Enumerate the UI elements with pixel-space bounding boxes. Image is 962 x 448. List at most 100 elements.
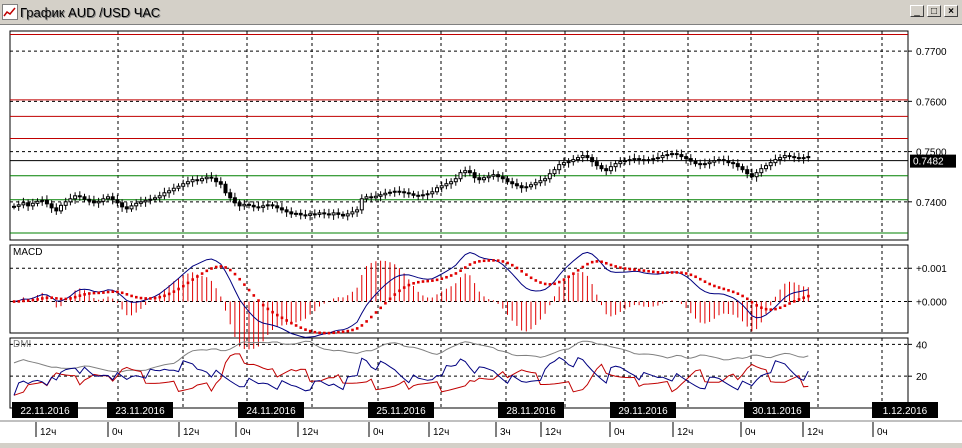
candle-body xyxy=(576,157,580,161)
macd-signal-dot xyxy=(393,293,397,296)
macd-signal-dot xyxy=(708,282,711,286)
candle-body xyxy=(176,185,181,189)
window-title-shadow: График AUD /USD ЧАС xyxy=(21,6,162,21)
chart-area[interactable]: 0.7700 0.7600 0.7500 0.7400 0.7482 MACD +0.001… xyxy=(0,24,962,443)
hour-axis-label: 0ч xyxy=(877,427,888,438)
candle-body xyxy=(12,205,16,208)
candle-body xyxy=(341,213,345,217)
macd-signal-dot xyxy=(525,273,528,276)
macd-signal-dot xyxy=(595,260,599,263)
candle-body xyxy=(26,202,31,207)
macd-signal-dot xyxy=(266,307,270,311)
macd-signal-dot xyxy=(153,296,157,300)
macd-signal-dot xyxy=(633,268,636,271)
candle-body xyxy=(613,163,618,168)
candle-body xyxy=(16,204,21,207)
candle-body xyxy=(265,204,270,207)
date-tag xyxy=(107,402,173,418)
macd-signal-dot xyxy=(727,289,730,292)
candle-body xyxy=(402,191,407,194)
candle-body xyxy=(435,187,439,193)
macd-signal-dot xyxy=(797,298,801,301)
candle-body xyxy=(778,157,783,161)
candle-body xyxy=(242,203,247,207)
candle-body xyxy=(566,161,571,164)
date-tag-label: 1.12.2016 xyxy=(883,406,928,417)
macd-signal-dot xyxy=(313,330,317,334)
candle-body xyxy=(204,176,209,180)
macd-signal-dot xyxy=(149,297,152,300)
candle-body xyxy=(200,178,204,182)
candle-body xyxy=(364,196,369,200)
price-axis-label: 0.7500 xyxy=(916,148,947,159)
candle-body xyxy=(500,176,505,180)
macd-signal-dot xyxy=(572,272,575,275)
macd-signal-dot xyxy=(661,271,664,274)
hour-axis-label: 0ч xyxy=(112,427,123,438)
candle-body xyxy=(312,213,317,216)
candle-body xyxy=(87,198,92,202)
candle-body xyxy=(801,157,806,160)
hour-axis-label: 3ч xyxy=(500,427,511,438)
macd-signal-dot xyxy=(17,300,21,303)
candle-body xyxy=(256,206,261,209)
candle-body xyxy=(162,192,167,197)
candle-body xyxy=(420,194,425,197)
macd-signal-dot xyxy=(45,296,49,300)
candle-body xyxy=(40,199,45,202)
macd-signal-dot xyxy=(337,330,340,334)
candle-body xyxy=(383,192,388,196)
price-axis-label: 0.7700 xyxy=(916,47,947,58)
macd-signal-dot xyxy=(717,286,721,289)
macd-signal-dot xyxy=(628,267,632,271)
price-panel xyxy=(9,30,909,241)
candle-body xyxy=(453,178,458,183)
candle-body xyxy=(134,202,139,207)
candle-body xyxy=(665,154,670,157)
chart-app-icon xyxy=(2,4,18,20)
macd-signal-dot xyxy=(196,275,199,278)
candle-body xyxy=(148,198,153,201)
price-axis-label: 0.7600 xyxy=(916,97,947,108)
candle-body xyxy=(623,160,627,163)
candle-body xyxy=(68,198,73,203)
macd-signal-dot xyxy=(722,287,726,291)
candle-body xyxy=(44,199,49,205)
candle-body xyxy=(754,172,759,178)
candle-body xyxy=(467,170,472,174)
macd-signal-dot xyxy=(280,316,284,320)
macd-signal-dot xyxy=(379,306,382,310)
macd-signal-dot xyxy=(285,319,288,322)
macd-signal-dot xyxy=(116,290,119,294)
macd-signal-dot xyxy=(426,279,429,283)
macd-signal-dot xyxy=(163,294,166,298)
candle-body xyxy=(482,177,486,181)
date-tag-label: 22.11.2016 xyxy=(20,406,70,417)
macd-signal-dot xyxy=(374,311,378,314)
window-title: График AUD /USD ЧАС xyxy=(20,5,161,20)
candle-body xyxy=(604,168,609,172)
macd-signal-dot xyxy=(478,260,481,263)
candle-body xyxy=(115,199,120,204)
macd-signal-dot xyxy=(553,282,556,286)
candle-body xyxy=(214,177,219,183)
candle-body xyxy=(735,163,740,168)
minimize-button[interactable]: _ xyxy=(910,5,924,17)
maximize-button[interactable]: □ xyxy=(927,5,941,17)
chart-canvas[interactable]: 0.7700 0.7600 0.7500 0.7400 0.7482 MACD +0.001… xyxy=(0,25,962,443)
candle-body xyxy=(143,199,148,203)
date-tag-label: 30.11.2016 xyxy=(752,406,802,417)
candle-body xyxy=(585,155,590,159)
candle-body xyxy=(317,212,322,215)
macd-signal-dot xyxy=(78,294,82,297)
macd-signal-dot xyxy=(224,266,227,269)
candle-body xyxy=(646,159,651,162)
macd-signal-dot xyxy=(106,290,110,294)
candle-body xyxy=(425,193,430,196)
macd-signal-dot xyxy=(623,267,627,270)
macd-signal-dot xyxy=(167,292,171,296)
macd-signal-dot xyxy=(642,269,646,272)
macd-signal-dot xyxy=(205,269,209,273)
close-button[interactable]: × xyxy=(944,5,958,17)
macd-signal-dot xyxy=(360,324,364,327)
